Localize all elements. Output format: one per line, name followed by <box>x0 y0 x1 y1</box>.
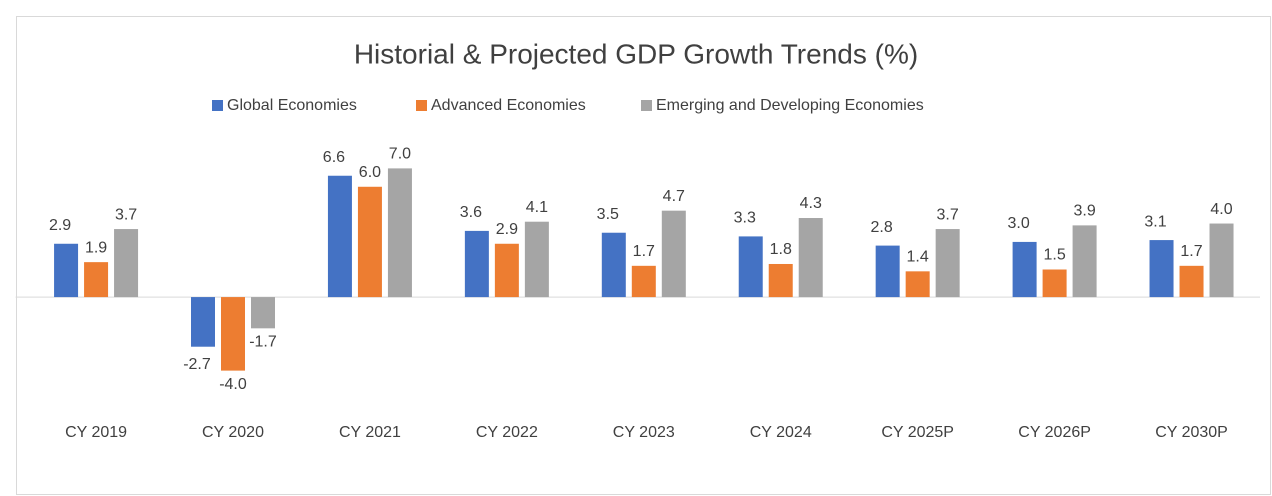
bar <box>1042 269 1067 298</box>
bar <box>1072 225 1097 298</box>
bar <box>464 230 489 298</box>
data-label: 2.9 <box>496 221 518 238</box>
data-label: 1.9 <box>85 239 107 256</box>
x-tick-label: CY 2022 <box>476 424 538 441</box>
data-label: 1.7 <box>1180 243 1202 260</box>
bar <box>631 265 656 298</box>
bar <box>191 297 215 347</box>
x-tick-label: CY 2026P <box>1018 424 1091 441</box>
data-label: -2.7 <box>183 356 211 373</box>
data-label: 2.9 <box>49 217 71 234</box>
data-label: 3.9 <box>1073 203 1095 220</box>
x-tick-label: CY 2020 <box>202 424 264 441</box>
x-tick-label: CY 2021 <box>339 424 401 441</box>
data-label: 4.0 <box>1210 201 1232 218</box>
data-label: 3.7 <box>115 206 137 223</box>
bar <box>1179 265 1204 298</box>
bar <box>54 243 79 298</box>
legend-label: Global Economies <box>227 97 357 114</box>
data-label: 6.6 <box>323 149 345 166</box>
data-label: 3.7 <box>937 206 959 223</box>
chart-border <box>16 16 1271 495</box>
bar <box>494 243 519 298</box>
data-label: 2.8 <box>871 219 893 236</box>
data-label: 3.3 <box>734 210 756 227</box>
legend-label: Advanced Economies <box>431 97 586 114</box>
x-tick-label: CY 2019 <box>65 424 127 441</box>
data-label: 3.5 <box>597 206 619 223</box>
data-label: 1.7 <box>633 243 655 260</box>
bar <box>327 175 352 298</box>
data-label: 6.0 <box>359 164 381 181</box>
legend-label: Emerging and Developing Economies <box>656 97 924 114</box>
bar <box>524 221 549 298</box>
bar <box>738 236 763 298</box>
bar <box>357 186 382 298</box>
data-label: 3.6 <box>460 204 482 221</box>
bar <box>875 245 900 298</box>
bar <box>1149 240 1174 298</box>
bar <box>1012 241 1037 298</box>
bar <box>251 297 275 329</box>
chart-title: Historial & Projected GDP Growth Trends … <box>354 38 918 69</box>
legend-swatch <box>641 100 652 111</box>
legend-swatch <box>416 100 427 111</box>
bar <box>768 263 793 298</box>
bar <box>84 262 109 298</box>
data-label: -1.7 <box>249 334 277 351</box>
x-tick-label: CY 2025P <box>881 424 954 441</box>
data-label: 4.3 <box>800 195 822 212</box>
bar <box>1209 223 1234 298</box>
x-tick-label: CY 2030P <box>1155 424 1228 441</box>
bar <box>221 297 245 371</box>
data-label: 3.1 <box>1144 213 1166 230</box>
bar <box>387 168 412 298</box>
x-tick-label: CY 2023 <box>613 424 675 441</box>
data-label: 3.0 <box>1007 215 1029 232</box>
bar <box>114 229 139 298</box>
bar <box>661 210 686 298</box>
data-label: 1.8 <box>770 241 792 258</box>
legend-swatch <box>212 100 223 111</box>
bar <box>601 232 626 298</box>
bar <box>905 271 930 298</box>
bar <box>798 218 823 298</box>
bar <box>935 229 960 298</box>
data-label: 1.4 <box>907 249 929 266</box>
data-label: 4.1 <box>526 199 548 216</box>
data-label: -4.0 <box>219 376 247 393</box>
data-label: 7.0 <box>389 146 411 163</box>
data-label: 1.5 <box>1043 247 1065 264</box>
data-label: 4.7 <box>663 188 685 205</box>
x-tick-label: CY 2024 <box>750 424 812 441</box>
